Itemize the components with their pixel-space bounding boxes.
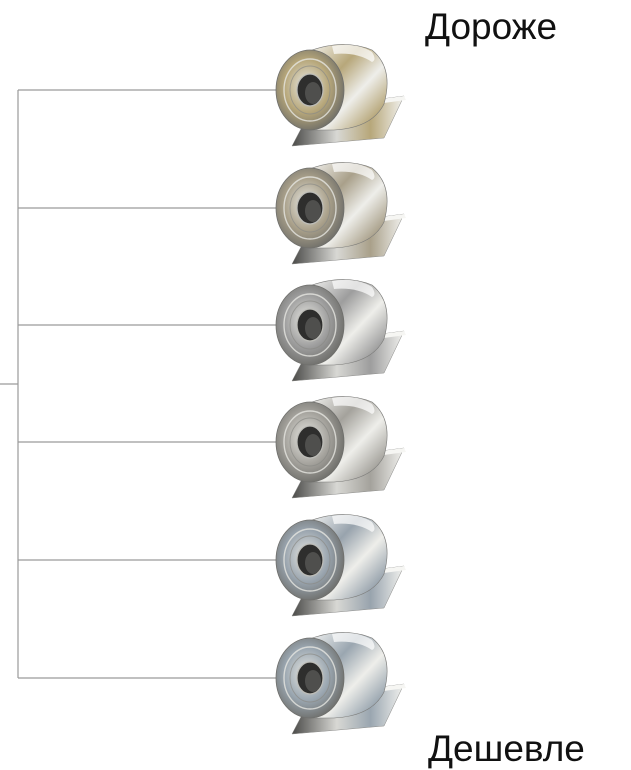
connector-lines	[0, 89, 280, 679]
coil-list	[275, 44, 406, 735]
label-more-expensive: Дороже	[425, 6, 558, 47]
steel-coil-icon	[275, 44, 406, 147]
label-cheaper: Дешевле	[428, 728, 585, 769]
steel-coil-icon	[275, 279, 406, 382]
steel-coil-icon	[275, 632, 406, 735]
steel-coil-icon	[275, 396, 406, 499]
steel-coil-icon	[275, 514, 406, 617]
steel-coil-icon	[275, 162, 406, 265]
